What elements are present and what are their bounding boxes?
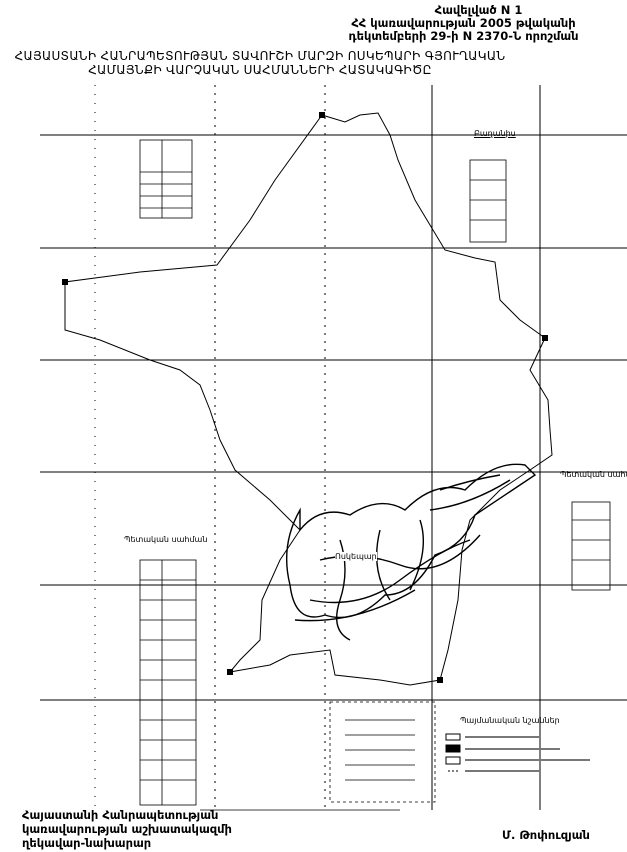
coordinate-tables	[139, 139, 611, 811]
state-border-label-right: Պետական սահման	[560, 470, 627, 479]
legend-symbols	[445, 733, 590, 772]
state-border-label-left: Պետական սահման	[124, 535, 208, 544]
table-box	[139, 139, 193, 219]
legend-marker-icon	[445, 744, 461, 753]
title-line-2: ՀԱՄԱՅՆՔԻ ՎԱՐՉԱԿԱՆ ՍԱՀՄԱՆՆԵՐԻ ՀԱՏԱԿԱԳԻԾԸ	[88, 63, 432, 77]
table-box	[469, 159, 507, 243]
table-box	[329, 701, 436, 803]
position-line-3: ղեկավար-նախարար	[22, 836, 152, 850]
community-boundary	[64, 112, 553, 686]
table-box	[571, 501, 611, 591]
legend-title: Պայմանական նշաններ	[460, 716, 560, 725]
boundary-marker	[62, 279, 68, 285]
title-line-1: ՀԱՅԱՍՏԱՆԻ ՀԱՆՐԱՊԵՏՈՒԹՅԱՆ ՏԱՎՈՒՇԻ ՄԱՐԶԻ Ո…	[14, 49, 506, 63]
boundary-markers	[62, 112, 548, 683]
boundary-marker	[437, 677, 443, 683]
annex-decree-date: դեկտեմբերի 29-ի N 2370-Ն որոշման	[348, 29, 579, 43]
annex-header: Հավելված N 1 ՀՀ կառավարության 2005 թվակա…	[300, 4, 627, 43]
signatory-name: Մ. Թոփուզյան	[502, 828, 590, 842]
page-title: ՀԱՅԱՍՏԱՆԻ ՀԱՆՐԱՊԵՏՈՒԹՅԱՆ ՏԱՎՈՒՇԻ ՄԱՐԶԻ Ո…	[0, 49, 520, 77]
village-area	[285, 463, 537, 641]
boundary-marker	[319, 112, 325, 118]
village-label: Ոսկեպար	[335, 552, 377, 561]
boundary-marker	[227, 669, 233, 675]
grid-lines	[40, 85, 627, 810]
legend-point-icon	[445, 756, 461, 765]
legend-line-icon	[445, 733, 461, 741]
boundary-marker	[542, 335, 548, 341]
position-line-1: Հայաստանի Հանրապետության	[22, 808, 219, 822]
annex-number: Հավելված N 1	[434, 3, 523, 17]
neighbor-community-label: Բաղանիս	[474, 129, 516, 138]
annex-decree-line: ՀՀ կառավարության 2005 թվականի	[351, 16, 576, 30]
table-box	[139, 559, 197, 806]
position-line-2: կառավարության աշխատակազմի	[22, 822, 232, 836]
signatory-position: Հայաստանի Հանրապետության կառավարության ա…	[22, 808, 232, 850]
